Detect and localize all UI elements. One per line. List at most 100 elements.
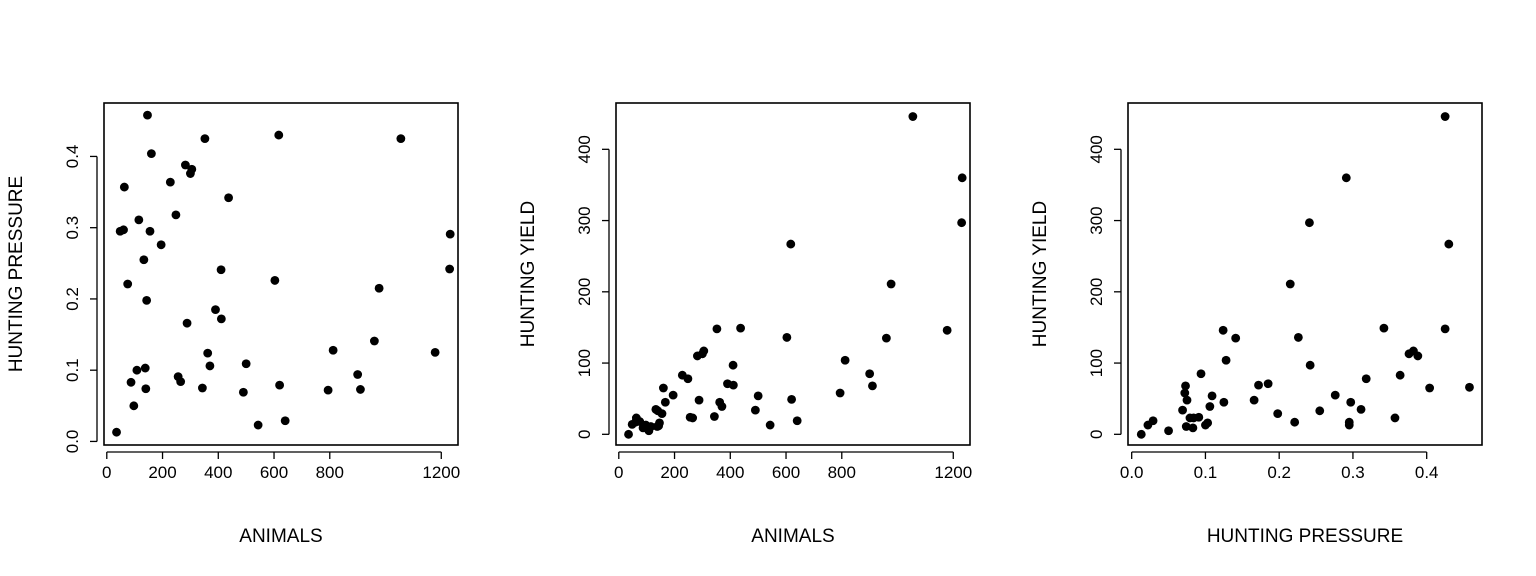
x-tick-label: 200 xyxy=(660,463,688,482)
y-tick-label: 100 xyxy=(1087,349,1106,377)
data-point xyxy=(886,279,896,289)
data-point xyxy=(753,391,763,401)
scatter-points xyxy=(112,110,455,437)
y-tick-label: 0.4 xyxy=(63,145,82,169)
data-point xyxy=(728,360,738,370)
data-point xyxy=(1425,383,1435,393)
x-tick-label: 800 xyxy=(828,463,856,482)
data-point xyxy=(1344,417,1354,427)
data-point xyxy=(712,324,722,334)
data-point xyxy=(241,359,251,369)
data-point xyxy=(646,422,656,431)
data-point xyxy=(1440,112,1450,121)
data-point xyxy=(156,240,166,250)
data-point xyxy=(1249,395,1259,405)
data-point xyxy=(1231,333,1241,343)
x-tick-label: 400 xyxy=(204,463,232,482)
data-point xyxy=(1440,324,1450,334)
y-tick-label: 100 xyxy=(575,349,594,377)
plot-frame xyxy=(103,102,459,446)
data-point xyxy=(356,385,365,394)
data-point xyxy=(171,210,181,220)
y-tick-label: 300 xyxy=(1087,206,1106,234)
data-point xyxy=(1181,422,1191,431)
data-point xyxy=(868,381,877,391)
data-point xyxy=(141,384,151,394)
data-point xyxy=(699,346,709,356)
data-point xyxy=(211,305,220,315)
data-point xyxy=(445,264,455,274)
data-point xyxy=(942,325,952,335)
data-point xyxy=(787,395,797,404)
data-point xyxy=(1207,391,1217,401)
data-point xyxy=(274,130,284,140)
x-tick-label: 0.2 xyxy=(1267,463,1291,482)
data-point xyxy=(782,333,792,342)
y-tick-label: 0.3 xyxy=(63,216,82,240)
data-point xyxy=(1221,355,1231,365)
data-point xyxy=(1164,426,1173,436)
data-point xyxy=(143,110,152,120)
data-point xyxy=(658,383,668,393)
data-point xyxy=(660,397,670,407)
data-point xyxy=(216,314,226,324)
data-point xyxy=(140,363,150,373)
y-tick-label: 400 xyxy=(575,135,594,163)
data-point xyxy=(835,388,845,398)
data-point xyxy=(1390,413,1400,423)
data-point xyxy=(396,134,406,144)
data-point xyxy=(1341,173,1351,183)
data-point xyxy=(119,225,128,235)
data-point xyxy=(238,387,248,397)
data-point xyxy=(1330,390,1340,400)
data-point xyxy=(624,429,633,439)
data-point xyxy=(728,380,738,390)
data-point xyxy=(1180,388,1190,398)
data-point xyxy=(786,239,796,249)
data-point xyxy=(142,295,152,305)
x-tick-label: 0.3 xyxy=(1341,463,1365,482)
data-point xyxy=(1273,409,1283,419)
y-tick-label: 200 xyxy=(1087,278,1106,306)
x-tick-label: 0 xyxy=(614,463,623,482)
data-point xyxy=(957,218,967,228)
y-tick-label: 0.2 xyxy=(63,287,82,311)
data-point xyxy=(1181,381,1190,391)
data-point xyxy=(736,323,745,333)
plot-frame xyxy=(615,102,971,446)
data-point xyxy=(1182,395,1192,405)
y-axis: 0 100 200 300 400 xyxy=(575,135,610,439)
data-point xyxy=(908,112,918,121)
data-point xyxy=(280,416,290,426)
x-tick-label: 0.0 xyxy=(1120,463,1144,482)
data-point xyxy=(688,413,698,423)
data-point xyxy=(445,229,455,239)
y-axis-label: HUNTING PRESSURE xyxy=(6,176,27,372)
panel-animals-vs-pressure: ANIMALS HUNTING PRESSURE 0 200 400 600 800 12… xyxy=(6,102,460,547)
data-point xyxy=(270,276,280,285)
data-point xyxy=(119,182,129,192)
data-point xyxy=(132,365,142,375)
x-tick-label: 0 xyxy=(102,463,111,482)
scatter-points xyxy=(624,112,967,439)
x-tick-label: 400 xyxy=(716,463,744,482)
x-axis: 0.0 0.1 0.2 0.3 0.4 xyxy=(1120,451,1439,482)
y-axis-label: HUNTING YIELD xyxy=(1030,201,1051,347)
data-point xyxy=(881,333,891,343)
data-point xyxy=(203,348,213,358)
data-point xyxy=(668,390,678,400)
y-axis: 0 100 200 300 400 xyxy=(1087,135,1122,439)
data-point xyxy=(430,347,440,357)
data-point xyxy=(145,226,155,236)
y-tick-label: 0.0 xyxy=(63,430,82,454)
x-tick-label: 0.4 xyxy=(1415,463,1439,482)
data-point xyxy=(765,420,775,430)
x-axis-label: ANIMALS xyxy=(751,526,834,547)
y-tick-label: 200 xyxy=(575,278,594,306)
data-point xyxy=(957,173,967,183)
x-tick-label: 1200 xyxy=(934,463,972,482)
data-point xyxy=(1205,402,1215,411)
data-point xyxy=(1290,417,1300,427)
plot-frame xyxy=(1127,102,1483,446)
